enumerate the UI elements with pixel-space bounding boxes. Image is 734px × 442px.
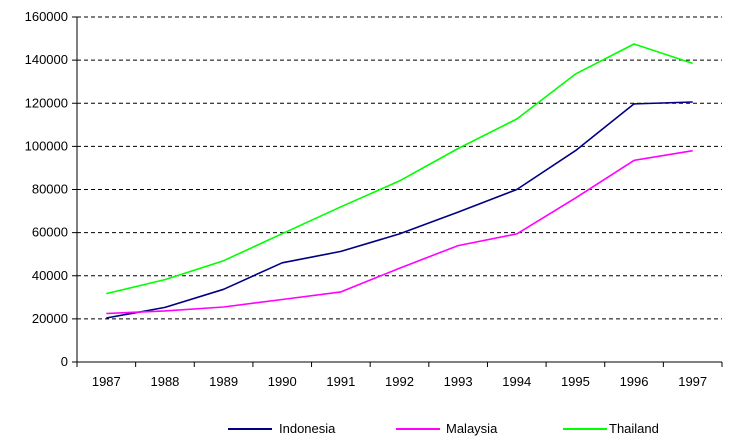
x-tick-label: 1990 bbox=[268, 374, 297, 389]
x-tick-label: 1992 bbox=[385, 374, 414, 389]
y-tick-label: 140000 bbox=[25, 52, 68, 67]
series-lines bbox=[106, 43, 693, 319]
legend-label: Thailand bbox=[609, 421, 659, 436]
y-tick-labels: 0 20000 40000 60000 80000 100000 120000 140000 1… bbox=[25, 9, 68, 369]
x-tick-label: 1991 bbox=[326, 374, 355, 389]
y-tick-label: 40000 bbox=[32, 268, 68, 283]
legend-entry-malaysia: Malaysia bbox=[396, 421, 498, 436]
y-tick-label: 160000 bbox=[25, 9, 68, 24]
x-tick-label: 1997 bbox=[678, 374, 707, 389]
y-tick-label: 20000 bbox=[32, 311, 68, 326]
x-tick-label: 1987 bbox=[92, 374, 121, 389]
x-tick-labels: 1987 1988 1989 1990 1991 1992 1993 1994 1995 1996… bbox=[92, 374, 707, 389]
legend-entry-thailand: Thailand bbox=[563, 421, 659, 436]
y-tick-label: 0 bbox=[61, 354, 68, 369]
axes bbox=[72, 16, 723, 367]
y-tick-label: 120000 bbox=[25, 95, 68, 110]
legend-label: Indonesia bbox=[279, 421, 336, 436]
series-line-thailand bbox=[106, 43, 693, 295]
legend-label: Malaysia bbox=[446, 421, 498, 436]
x-tick-label: 1994 bbox=[502, 374, 531, 389]
x-tick-label: 1989 bbox=[209, 374, 238, 389]
series-line-indonesia bbox=[106, 101, 693, 319]
x-tick-label: 1988 bbox=[150, 374, 179, 389]
x-tick-label: 1995 bbox=[561, 374, 590, 389]
x-tick-label: 1996 bbox=[620, 374, 649, 389]
legend: Indonesia Malaysia Thailand bbox=[228, 421, 659, 436]
x-tick-label: 1993 bbox=[444, 374, 473, 389]
series-line-malaysia bbox=[106, 149, 693, 315]
grid-lines bbox=[77, 16, 722, 320]
y-tick-label: 60000 bbox=[32, 225, 68, 240]
y-tick-label: 100000 bbox=[25, 138, 68, 153]
legend-entry-indonesia: Indonesia bbox=[228, 421, 336, 436]
y-tick-label: 80000 bbox=[32, 182, 68, 197]
